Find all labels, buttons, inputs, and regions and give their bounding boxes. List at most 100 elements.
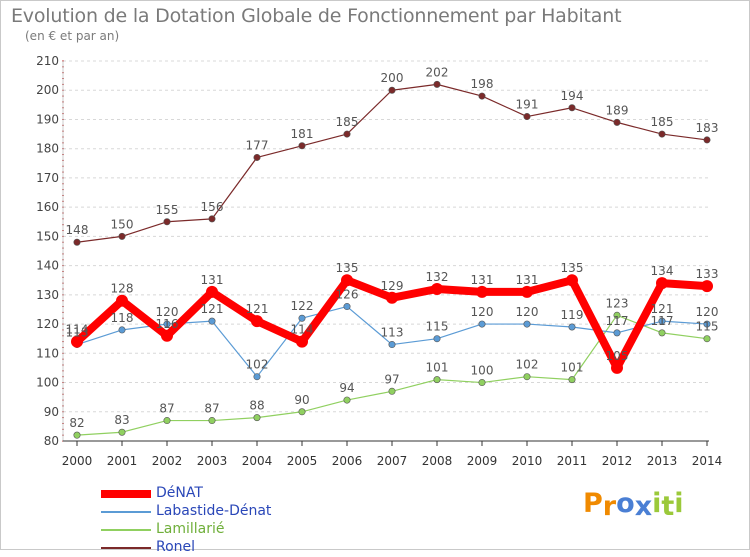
legend-label: Lamillarié (156, 521, 225, 537)
data-label: 133 (696, 267, 719, 281)
data-label: 183 (696, 121, 719, 135)
logo-letter: t (661, 491, 675, 522)
data-point (478, 379, 486, 387)
data-label: 117 (651, 314, 674, 328)
y-tick-label: 90 (44, 405, 59, 419)
data-point (523, 373, 531, 381)
data-point (658, 329, 666, 337)
data-point (343, 396, 351, 404)
logo-letter: r (602, 491, 617, 522)
data-label: 90 (294, 393, 309, 407)
data-point (253, 373, 261, 381)
legend-label: Ronel (156, 539, 196, 555)
y-tick-label: 190 (36, 112, 59, 126)
data-label: 105 (606, 349, 629, 363)
data-point (208, 417, 216, 425)
x-tick-label: 2001 (107, 454, 138, 468)
legend-item: Ronel (101, 539, 421, 557)
data-point (658, 130, 666, 138)
data-point (431, 283, 443, 295)
legend-item: DéNAT (101, 485, 421, 503)
data-point (568, 323, 576, 331)
data-point (118, 428, 126, 436)
data-point (73, 238, 81, 246)
data-label: 128 (111, 282, 134, 296)
data-label: 116 (156, 317, 179, 331)
data-label: 177 (246, 138, 269, 152)
y-tick-label: 170 (36, 171, 59, 185)
data-label: 150 (111, 217, 134, 231)
logo-letter: o (616, 488, 635, 519)
data-label: 121 (651, 302, 674, 316)
data-point (116, 294, 128, 307)
data-point (298, 142, 306, 150)
data-point (298, 408, 306, 416)
data-point (73, 431, 81, 439)
data-label: 117 (606, 314, 629, 328)
data-label: 121 (246, 302, 269, 316)
chart-legend: DéNAT Labastide-Dénat Lamillarié Ronel (101, 485, 421, 557)
data-label: 194 (561, 89, 584, 103)
x-tick-label: 2003 (197, 454, 228, 468)
legend-swatch (101, 490, 151, 498)
data-label: 115 (426, 320, 449, 334)
x-tick-label: 2010 (512, 454, 543, 468)
data-point (568, 104, 576, 112)
x-tick-label: 2004 (242, 454, 273, 468)
data-point (118, 326, 126, 334)
data-point (523, 320, 531, 328)
y-tick-label: 180 (36, 142, 59, 156)
data-label: 131 (471, 273, 494, 287)
x-tick-label: 2014 (692, 454, 723, 468)
data-point (703, 320, 711, 328)
data-label: 200 (381, 71, 404, 85)
data-point (343, 303, 351, 311)
data-label: 131 (516, 273, 539, 287)
data-point (163, 218, 171, 226)
data-label: 120 (696, 305, 719, 319)
y-tick-label: 140 (36, 259, 59, 273)
logo-letter: i (674, 488, 684, 519)
data-label: 118 (111, 311, 134, 325)
data-label: 120 (156, 305, 179, 319)
proxiti-logo: Proxiti (583, 488, 684, 522)
data-label: 119 (561, 308, 584, 322)
data-point (433, 376, 441, 384)
data-point (388, 387, 396, 395)
data-label: 121 (201, 302, 224, 316)
data-label: 156 (201, 200, 224, 214)
y-tick-label: 200 (36, 83, 59, 97)
data-point (208, 317, 216, 325)
data-point (613, 311, 621, 319)
data-label: 113 (66, 326, 89, 340)
data-label: 120 (471, 305, 494, 319)
legend-item: Lamillarié (101, 521, 421, 539)
data-label: 102 (246, 358, 269, 372)
data-label: 132 (426, 270, 449, 284)
data-point (161, 329, 173, 342)
data-label: 181 (291, 127, 314, 141)
data-point (206, 285, 218, 298)
data-point (433, 335, 441, 343)
y-tick-label: 210 (36, 54, 59, 68)
x-tick-label: 2008 (422, 454, 453, 468)
data-label: 87 (204, 402, 219, 416)
logo-letter: P (583, 488, 603, 519)
data-label: 102 (516, 358, 539, 372)
data-point (523, 113, 531, 121)
data-label: 185 (336, 115, 359, 129)
data-point (701, 280, 713, 293)
data-label: 82 (69, 416, 84, 430)
data-label: 135 (561, 261, 584, 275)
data-label: 131 (201, 273, 224, 287)
data-point (478, 92, 486, 100)
data-point (611, 361, 623, 374)
data-point (703, 335, 711, 343)
data-point (163, 320, 171, 328)
data-point (341, 274, 353, 287)
legend-swatch (101, 547, 151, 549)
data-point (388, 341, 396, 349)
data-label: 97 (384, 372, 399, 386)
